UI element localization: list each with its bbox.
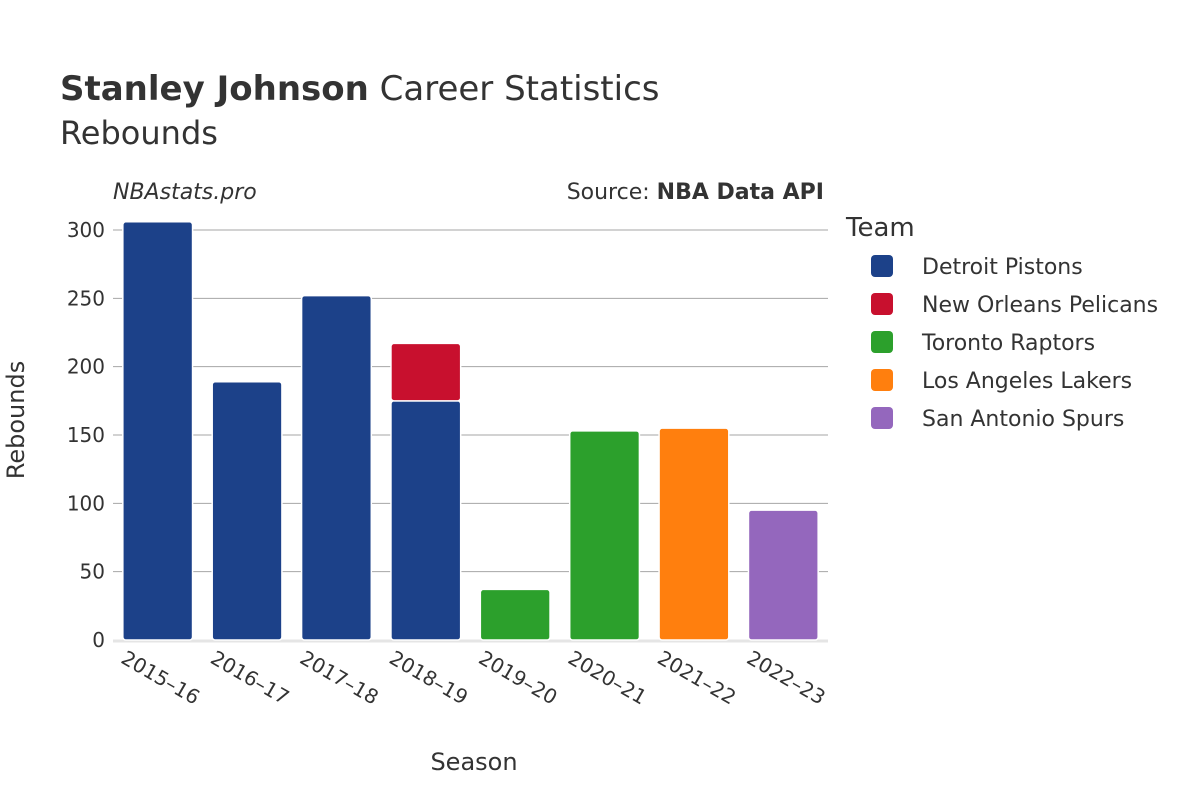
chart-title: Stanley Johnson Career Statistics: [60, 69, 660, 109]
bar-2016–17-detroit-pistons: [211, 380, 283, 641]
y-tick-label: 100: [67, 491, 105, 515]
legend-swatch: [871, 293, 893, 315]
x-tick-label: 2020–21: [564, 646, 651, 710]
x-tick-label: 2021–22: [653, 646, 740, 710]
legend-label: Detroit Pistons: [922, 255, 1083, 280]
bar-2022–23-san-antonio-spurs: [747, 509, 819, 641]
y-tick-label: 50: [80, 560, 105, 584]
x-tick-label: 2016–17: [207, 646, 294, 710]
bar-2015–16-detroit-pistons: [122, 221, 194, 641]
bars: [122, 221, 819, 641]
legend-label: San Antonio Spurs: [922, 407, 1124, 432]
bar-2018–19-detroit-pistons: [390, 400, 462, 641]
chart-title-rest: Career Statistics: [369, 69, 660, 109]
chart-title-player: Stanley Johnson: [60, 69, 369, 109]
bar-2017–18-detroit-pistons: [300, 294, 373, 641]
x-tick-label: 2018–19: [385, 646, 472, 710]
y-tick-label: 300: [67, 218, 105, 242]
legend-swatch: [871, 369, 893, 391]
y-tick-labels: 0 50 100 150 200 250 300: [67, 218, 105, 652]
bar-2018–19-new-orleans-pelicans: [390, 342, 462, 402]
y-tick-label: 0: [92, 628, 105, 652]
x-tick-label: 2019–20: [475, 646, 562, 710]
source-prefix: Source:: [567, 180, 657, 205]
y-tick-label: 200: [67, 355, 105, 379]
legend-swatch: [871, 407, 893, 429]
bar-2020–21-toronto-raptors: [568, 430, 641, 641]
legend: Detroit Pistons New Orleans Pelicans Toron…: [871, 255, 1158, 432]
site-watermark: NBAstats.pro: [113, 180, 257, 205]
x-axis-title: Season: [430, 748, 517, 776]
y-tick-label: 250: [67, 286, 105, 310]
legend-label: New Orleans Pelicans: [922, 293, 1158, 318]
bar-2019–20-toronto-raptors: [479, 588, 551, 641]
y-axis-title: Rebounds: [2, 361, 30, 479]
x-tick-labels: 2015–16 2016–17 2017–18 2018–19 2019–20 2020–…: [117, 646, 829, 710]
legend-swatch: [871, 331, 893, 353]
bar-2021–22-los-angeles-lakers: [658, 427, 730, 641]
source-name: NBA Data API: [657, 180, 824, 205]
x-tick-label: 2015–16: [117, 646, 204, 710]
y-tick-label: 150: [67, 423, 105, 447]
source-credit: Source: NBA Data API: [567, 180, 824, 205]
legend-title: Team: [845, 213, 915, 243]
legend-swatch: [871, 255, 893, 277]
chart-subtitle: Rebounds: [60, 114, 218, 152]
legend-label: Los Angeles Lakers: [922, 369, 1132, 394]
x-tick-label: 2017–18: [296, 646, 383, 710]
legend-label: Toronto Raptors: [921, 331, 1095, 356]
x-tick-label: 2022–23: [743, 646, 830, 710]
